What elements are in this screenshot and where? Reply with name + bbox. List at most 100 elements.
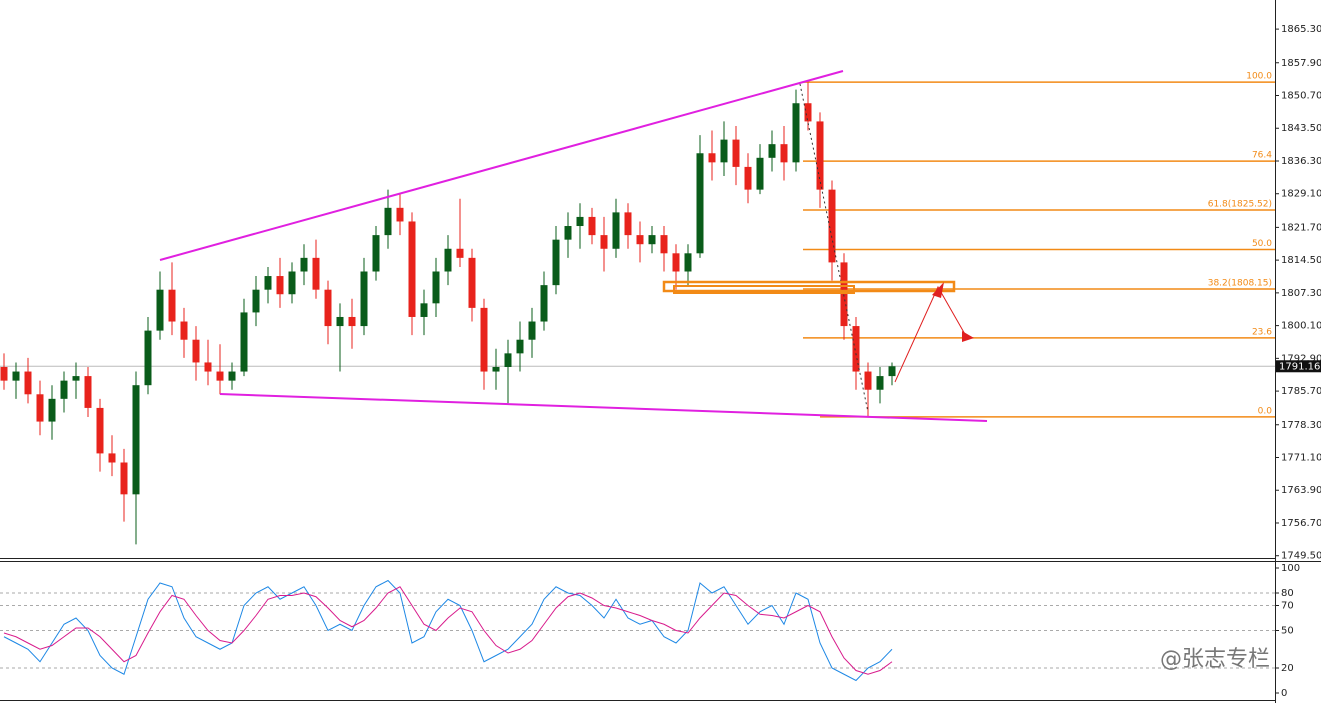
candle-body [588, 216, 596, 236]
candle-body [252, 289, 260, 313]
candle-body [144, 330, 152, 386]
oscillator-line [3, 586, 893, 675]
candle-body [732, 139, 740, 167]
candle-body [432, 271, 440, 304]
lower-trendline [219, 393, 988, 422]
candle-body [384, 207, 392, 236]
y-tick-label: 1749.50 [1281, 551, 1321, 562]
candle-body [60, 380, 68, 399]
candle-body [216, 371, 224, 381]
candle-body [132, 385, 140, 495]
candle-body [120, 462, 128, 495]
y-tick-label: 1857.90 [1281, 58, 1321, 69]
candle-body [396, 207, 404, 222]
candle-body [612, 212, 620, 249]
candle-body [708, 153, 716, 163]
candle-body [168, 289, 176, 322]
candle-body [228, 371, 236, 381]
candle-body [492, 366, 500, 372]
y-tick-label: 1785.70 [1281, 386, 1321, 397]
y-tick-label: 1778.30 [1281, 420, 1321, 431]
candle-body [156, 289, 164, 331]
candle-body [12, 371, 20, 381]
candle-body [468, 257, 476, 308]
upper-trendline [159, 70, 844, 261]
resistance-zone [662, 280, 956, 293]
candle-body [96, 407, 104, 454]
candle-body [792, 103, 800, 163]
resistance-zone [673, 285, 855, 294]
candle-body [552, 239, 560, 286]
candle-body [312, 257, 320, 290]
candle-body [876, 376, 884, 390]
candle-body [456, 248, 464, 258]
candle-body [540, 285, 548, 322]
y-tick-label: 100 [1281, 563, 1300, 574]
y-tick-label: 1829.10 [1281, 189, 1321, 200]
candle-body [636, 235, 644, 245]
arrow-head [962, 331, 974, 342]
candle-body [408, 221, 416, 317]
candle-body [360, 271, 368, 327]
candle-body [420, 303, 428, 317]
candle-body [648, 235, 656, 245]
candle-body [372, 235, 380, 272]
candle-body [180, 321, 188, 340]
candle-body [36, 394, 44, 422]
fib-label: 50.0 [1252, 239, 1272, 249]
candle-body [576, 216, 584, 227]
candle-body [672, 253, 680, 272]
y-tick-label: 1836.30 [1281, 156, 1321, 167]
y-tick-label: 1800.10 [1281, 321, 1321, 332]
y-tick-label: 70 [1281, 601, 1294, 612]
candle-body [564, 226, 572, 240]
candle-body [852, 326, 860, 372]
fib-label: 23.6 [1252, 327, 1272, 337]
candle-body [264, 276, 272, 290]
candle-body [720, 139, 728, 163]
watermark: @张志专栏 [1160, 647, 1270, 672]
arrow-head [932, 282, 944, 298]
candle-body [744, 166, 752, 190]
forecast-arrow [894, 285, 967, 383]
fib-label: 0.0 [1258, 406, 1273, 416]
candle-body [624, 212, 632, 236]
candle-body [444, 248, 452, 272]
candle-body [696, 153, 704, 254]
candle-body [840, 262, 848, 327]
candle-body [108, 453, 116, 463]
candle-body [888, 366, 896, 377]
last-price-box [1276, 360, 1321, 373]
candle-body [84, 376, 92, 408]
candle-body [816, 121, 824, 190]
candle-body [504, 353, 512, 367]
candle-body [756, 157, 764, 190]
y-tick-label: 80 [1281, 588, 1294, 599]
candle-body [240, 312, 248, 372]
y-tick-label: 1756.70 [1281, 518, 1321, 529]
fib-label: 38.2(1808.15) [1208, 279, 1272, 289]
candle-body [72, 376, 80, 381]
last-price-label: 1791.16 [1279, 361, 1320, 372]
candle-body [768, 144, 776, 158]
y-tick-label: 1807.30 [1281, 288, 1321, 299]
y-tick-label: 0 [1281, 688, 1287, 699]
fib-base-line [799, 83, 869, 413]
fib-label: 61.8(1825.52) [1208, 200, 1272, 210]
candle-body [336, 316, 344, 327]
oscillator-line [3, 579, 893, 682]
candle-body [324, 289, 332, 327]
y-tick-label: 1814.50 [1281, 255, 1321, 266]
candle-body [276, 276, 284, 295]
candle-body [288, 271, 296, 295]
candle-body [0, 366, 8, 381]
y-tick-label: 1792.90 [1281, 353, 1321, 364]
y-tick-label: 1771.10 [1281, 452, 1321, 463]
fib-label: 100.0 [1246, 72, 1272, 82]
candle-body [24, 371, 32, 395]
y-tick-label: 1850.70 [1281, 91, 1321, 102]
candle-body [192, 339, 200, 363]
candle-body [600, 235, 608, 249]
y-tick-label: 1763.90 [1281, 485, 1321, 496]
